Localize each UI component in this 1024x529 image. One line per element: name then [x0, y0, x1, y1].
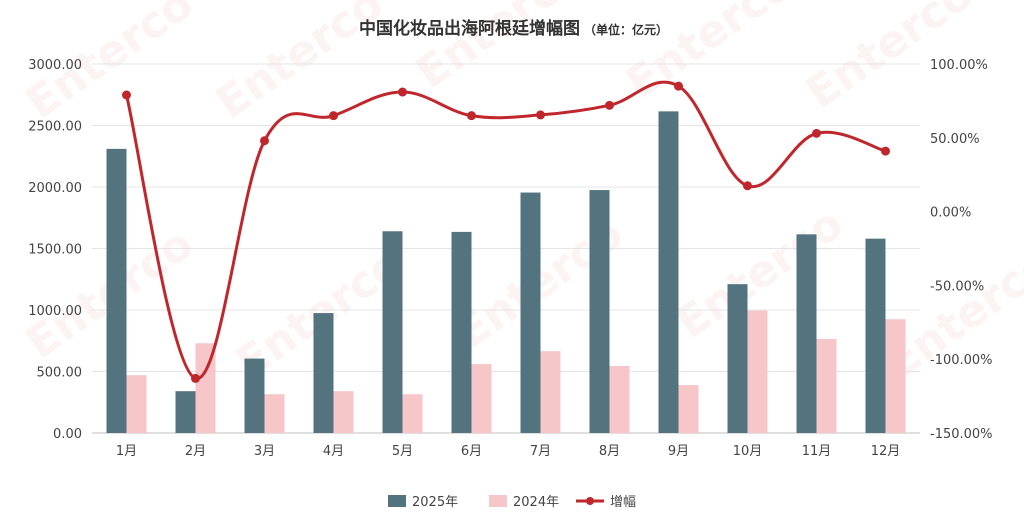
x-tick-label: 8月 — [599, 444, 620, 459]
line-point — [881, 146, 890, 156]
right-axis-ticks: -150.00% -100.00% -50.00% 0.00% 50.00% 100.00… — [930, 58, 993, 442]
bar — [885, 319, 906, 433]
bar-series — [106, 111, 906, 433]
bar — [451, 231, 472, 433]
bar — [727, 284, 748, 433]
legend-swatch — [489, 495, 507, 507]
right-tick-label: 100.00% — [930, 58, 988, 73]
bar — [865, 238, 886, 433]
bar — [126, 375, 147, 433]
line-point — [398, 87, 407, 97]
bar — [747, 310, 768, 433]
left-tick-label: 1500.00 — [28, 243, 82, 258]
left-tick-label: 500.00 — [37, 366, 83, 381]
line-point — [260, 136, 269, 146]
left-axis-ticks: 0.00 500.00 1000.00 1500.00 2000.00 2500.00 30… — [28, 58, 82, 442]
line-series — [122, 80, 890, 383]
line-point — [191, 373, 200, 383]
bar — [264, 394, 285, 433]
legend-swatch — [388, 495, 406, 507]
line-point — [674, 81, 683, 91]
bar — [382, 231, 403, 433]
line-point — [467, 111, 476, 121]
x-tick-label: 11月 — [802, 444, 832, 459]
right-tick-label: -50.00% — [930, 279, 984, 294]
bar — [678, 385, 699, 433]
bar — [244, 358, 265, 433]
bar — [816, 338, 837, 433]
legend-swatch-marker — [586, 497, 594, 505]
right-tick-label: -150.00% — [930, 427, 993, 442]
x-tick-label: 3月 — [254, 444, 275, 459]
x-tick-label: 10月 — [733, 444, 763, 459]
chart-title-text: 中国化妆品出海阿根廷增幅图 — [359, 18, 580, 39]
right-tick-label: -100.00% — [930, 353, 993, 368]
bar — [471, 364, 492, 433]
line-point — [605, 100, 614, 110]
left-tick-label: 1000.00 — [28, 304, 82, 319]
x-tick-label: 9月 — [668, 444, 689, 459]
x-tick-label: 12月 — [871, 444, 901, 459]
x-tick-label: 6月 — [461, 444, 482, 459]
bar — [520, 192, 541, 433]
legend-label: 2024年 — [513, 495, 559, 510]
x-axis-ticks: 1月 2月 3月 4月 5月 6月 7月 8月 9月 10月 11月 12月 — [116, 444, 900, 459]
x-tick-label: 2月 — [185, 444, 206, 459]
x-tick-label: 5月 — [392, 444, 413, 459]
left-tick-label: 2500.00 — [28, 120, 82, 135]
legend-label: 2025年 — [412, 495, 458, 510]
legend-item: 2024年 — [489, 495, 559, 510]
left-tick-label: 0.00 — [53, 427, 82, 442]
bar — [402, 394, 423, 433]
bar — [333, 391, 354, 433]
line-point — [743, 181, 752, 191]
right-tick-label: 0.00% — [930, 206, 971, 221]
bar — [589, 190, 610, 433]
line-point — [812, 128, 821, 138]
bar — [796, 234, 817, 433]
legend-label: 增幅 — [610, 495, 636, 510]
legend: 2025年 2024年 增幅 — [388, 495, 636, 510]
gridlines — [92, 63, 920, 434]
bar — [540, 351, 561, 433]
x-tick-label: 4月 — [323, 444, 344, 459]
watermark-text: Enterco — [407, 0, 592, 99]
chart-subtitle-text: （单位：亿元） — [584, 22, 668, 37]
bar — [175, 391, 196, 433]
bar — [658, 111, 679, 433]
bar — [195, 343, 216, 433]
left-tick-label: 2000.00 — [28, 181, 82, 196]
watermark-text: Enterco — [617, 0, 802, 109]
line-point — [536, 110, 545, 120]
left-tick-label: 3000.00 — [28, 58, 82, 73]
bar — [609, 365, 630, 433]
bar — [313, 313, 334, 433]
legend-item: 增幅 — [576, 495, 636, 510]
chart-title: 中国化妆品出海阿根廷增幅图 （单位：亿元） — [359, 18, 668, 39]
line-point — [122, 90, 131, 100]
x-tick-label: 1月 — [116, 444, 137, 459]
bar — [106, 148, 127, 433]
x-tick-label: 7月 — [530, 444, 551, 459]
legend-item: 2025年 — [388, 495, 458, 510]
line-point — [329, 111, 338, 121]
right-tick-label: 50.00% — [930, 132, 980, 147]
